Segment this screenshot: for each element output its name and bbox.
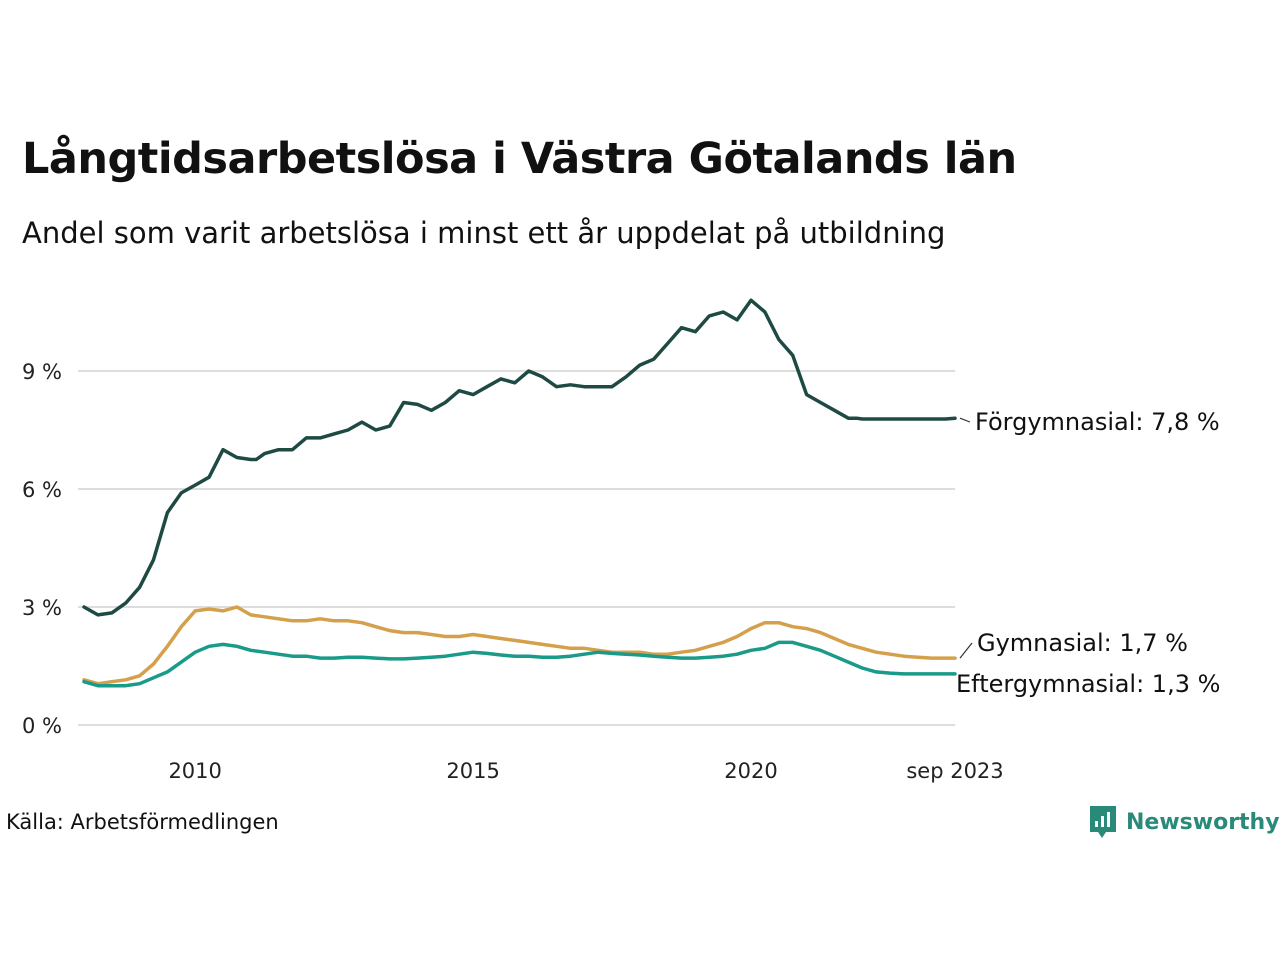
chart-subtitle: Andel som varit arbetslösa i minst ett å… [22, 216, 946, 250]
x-tick-label: sep 2023 [906, 759, 1003, 783]
series-line-gymnasial [82, 605, 957, 686]
newsworthy-logo-icon [1090, 806, 1116, 838]
series-end-label-gymnasial: Gymnasial: 1,7 % [977, 629, 1188, 657]
series-end-label-eftergymnasial: Eftergymnasial: 1,3 % [956, 670, 1220, 698]
label-connector-förgymnasial [959, 417, 971, 423]
y-tick-label: 6 % [22, 478, 62, 502]
brand: Newsworthy [1088, 804, 1280, 840]
series-line-eftergymnasial [82, 640, 957, 688]
x-tick-label: 2010 [168, 759, 221, 783]
brand-name: Newsworthy [1126, 809, 1280, 835]
y-tick-label: 3 % [22, 596, 62, 620]
label-connector-gymnasial [959, 642, 973, 659]
x-tick-label: 2020 [724, 759, 777, 783]
series-line-förgymnasial [82, 298, 957, 617]
y-tick-label: 0 % [22, 714, 62, 738]
x-tick-label: 2015 [446, 759, 499, 783]
source-note: Källa: Arbetsförmedlingen [6, 810, 279, 834]
chart-title: Långtidsarbetslösa i Västra Götalands lä… [22, 134, 1017, 184]
series-end-label-förgymnasial: Förgymnasial: 7,8 % [975, 408, 1220, 436]
y-tick-label: 9 % [22, 360, 62, 384]
